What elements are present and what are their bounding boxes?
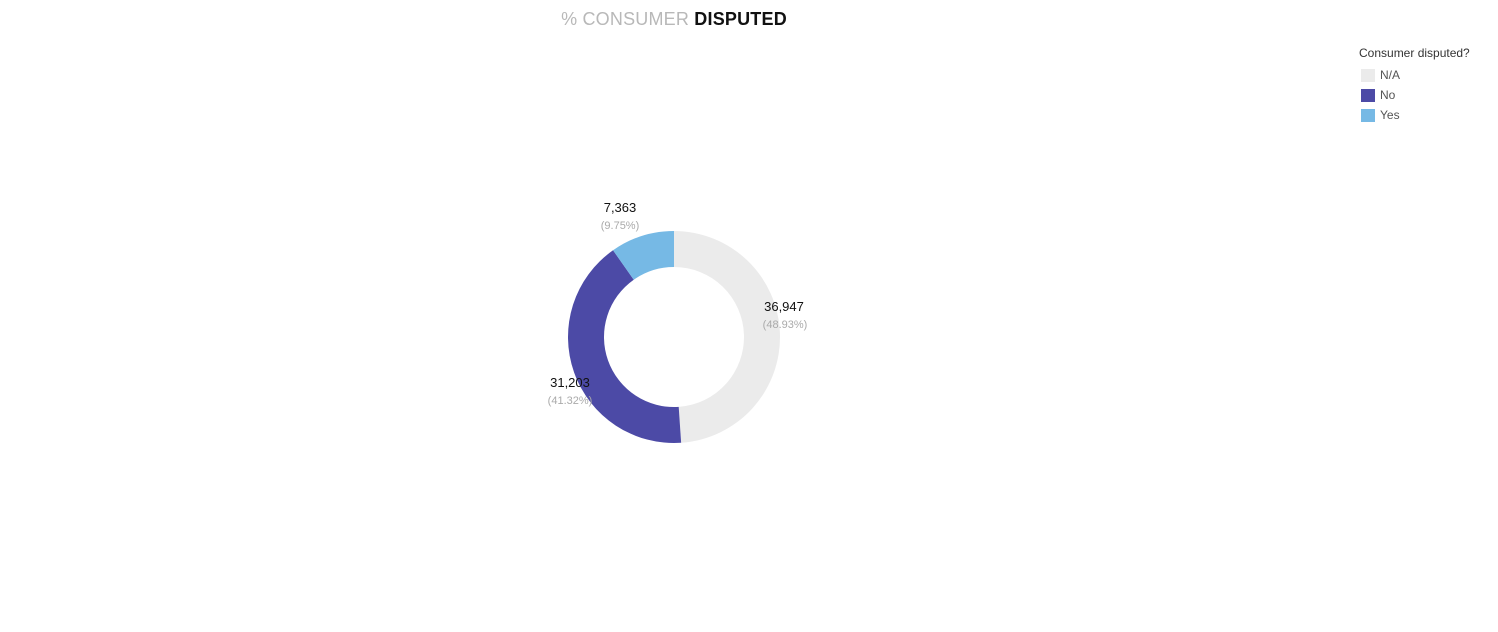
legend: Consumer disputed? N/A No Yes (1359, 46, 1494, 125)
legend-item-yes[interactable]: Yes (1361, 105, 1494, 125)
legend-swatch-yes (1361, 108, 1375, 122)
donut-slice-no[interactable] (568, 250, 682, 443)
data-label-percent-no: (41.32%) (548, 395, 593, 407)
data-label-value-no: 31,203 (550, 375, 590, 390)
donut-slice-yes[interactable] (613, 231, 674, 280)
legend-swatch-na (1361, 68, 1375, 82)
data-label-value-na: 36,947 (764, 299, 804, 314)
data-label-percent-yes: (9.75%) (601, 220, 640, 232)
chart-title: % CONSUMER DISPUTED (0, 9, 1348, 30)
legend-swatch-no (1361, 88, 1375, 102)
chart-title-bold: DISPUTED (694, 9, 787, 29)
legend-label-yes: Yes (1380, 108, 1400, 122)
data-label-value-yes: 7,363 (604, 200, 637, 215)
legend-title: Consumer disputed? (1359, 46, 1470, 60)
chart-title-light: % CONSUMER (561, 9, 690, 29)
legend-label-no: No (1380, 88, 1396, 102)
data-label-percent-na: (48.93%) (763, 319, 808, 331)
legend-item-na[interactable]: N/A (1361, 65, 1494, 85)
legend-label-na: N/A (1380, 68, 1401, 82)
legend-item-no[interactable]: No (1361, 85, 1494, 105)
donut-slice-na[interactable] (674, 231, 780, 443)
